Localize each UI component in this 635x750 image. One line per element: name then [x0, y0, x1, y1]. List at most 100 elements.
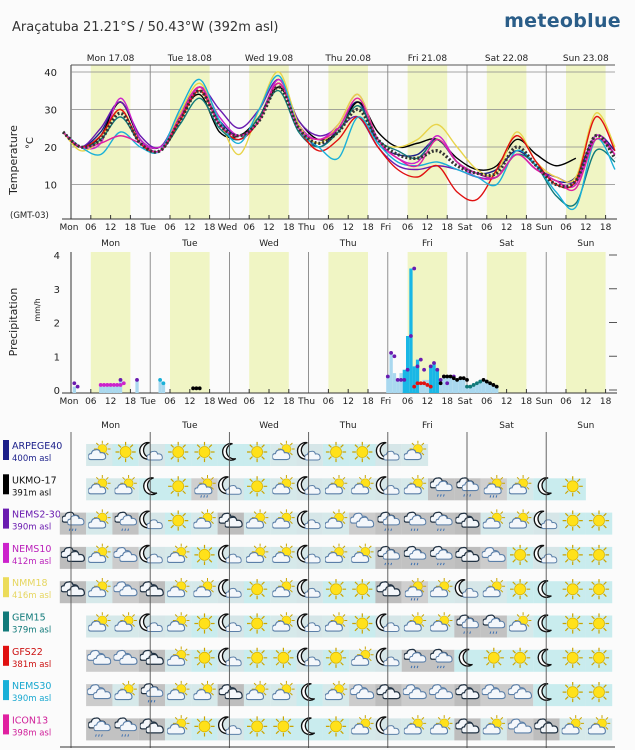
- precip-day-label: Wed: [259, 239, 279, 249]
- precip-dot-gfs22: [425, 383, 430, 387]
- precip-bar: [458, 378, 463, 393]
- precip-bar: [455, 379, 459, 393]
- sun-icon: [167, 475, 189, 497]
- precip-hour-tick: 12: [501, 397, 512, 407]
- temp-hour-tick: 12: [105, 223, 116, 233]
- temp-hour-tick: 06: [323, 223, 335, 233]
- model-color-swatch: [3, 440, 9, 460]
- precip-day-tick: Wed: [218, 397, 238, 407]
- temp-day-label: Tue 18.08: [167, 54, 212, 64]
- meteoblue-logo[interactable]: meteoblue: [504, 10, 621, 32]
- precip-ytick-label: 1: [54, 352, 60, 363]
- precip-dot-gfs22: [428, 384, 433, 389]
- sun-icon: [562, 647, 584, 669]
- model-row-gfs22: GFS22 381m asl: [3, 645, 613, 672]
- precip-hour-tick: 18: [521, 397, 533, 407]
- temp-hour-tick: 06: [164, 223, 176, 233]
- precip-bar: [102, 386, 106, 393]
- precip-bar: [475, 383, 479, 393]
- temp-day-label: Sun 23.08: [563, 54, 609, 64]
- model-asl: 381m asl: [12, 660, 51, 670]
- precip-day-label: Sun: [577, 239, 594, 249]
- precip-dot-nems10: [105, 383, 110, 387]
- temp-hour-tick: 12: [580, 223, 591, 233]
- precip-bar: [478, 381, 482, 393]
- model-row-nems10: NEMS10 412m asl: [3, 542, 613, 569]
- sun-icon: [193, 441, 216, 463]
- timezone-label: (GMT-03): [10, 211, 49, 221]
- temp-day-label: Fri 21.08: [408, 54, 448, 64]
- precip-hour-tick: 06: [323, 397, 335, 407]
- temp-hour-tick: 18: [125, 223, 137, 233]
- precip-dot-nems2-30: [402, 377, 407, 382]
- precip-bar: [105, 386, 109, 393]
- sun-icon: [509, 647, 531, 669]
- sun-icon: [193, 715, 216, 738]
- precip-hour-tick: 18: [204, 397, 216, 407]
- precip-bar: [422, 379, 426, 393]
- precip-dot-ukmo-17: [458, 376, 463, 381]
- precip-dot-nems2-30: [445, 381, 450, 386]
- precip-daylight-band: [249, 252, 289, 393]
- weather-slot-bg: [296, 684, 323, 707]
- precip-dot-nems2-30: [118, 377, 123, 382]
- model-name: NMM18: [12, 578, 48, 589]
- sun-icon: [325, 715, 347, 738]
- precip-dot-nems10: [112, 383, 116, 387]
- precip-day-label: Sat: [499, 239, 514, 249]
- sun-icon: [562, 578, 584, 600]
- precip-day-label: Tue: [181, 239, 198, 249]
- model-row-icon13: ICON13 398m asl: [3, 714, 613, 741]
- precip-bar: [419, 383, 423, 393]
- temp-ylabel: Temperature: [7, 125, 20, 196]
- precip-bar: [488, 383, 492, 393]
- precip-bar: [406, 336, 410, 393]
- precip-dot-nems2-30: [432, 361, 436, 365]
- precip-hour-tick: 18: [441, 397, 453, 407]
- weather-slot-bg: [454, 649, 481, 672]
- precip-bar: [161, 383, 166, 393]
- precip-dot-gem15: [475, 381, 479, 386]
- model-asl: 398m asl: [12, 728, 51, 738]
- temp-day-tick: Sun: [536, 223, 553, 233]
- precip-bar: [109, 386, 113, 393]
- precip-day-tick: Thu: [297, 397, 315, 407]
- sun-icon: [246, 647, 268, 669]
- precip-dot-nems2-30: [409, 334, 413, 338]
- temp-hour-tick: 12: [184, 223, 195, 233]
- precip-dot-ukmo-17: [461, 376, 466, 381]
- precip-dot-nems2-30: [412, 266, 417, 271]
- precip-bar: [439, 379, 443, 393]
- precip-bar: [389, 352, 393, 393]
- precip-bar: [462, 379, 466, 393]
- temp-hour-tick: 18: [204, 223, 216, 233]
- precip-dot-ukmo-17: [445, 374, 450, 379]
- precip-day-label: Thu: [339, 239, 357, 249]
- precip-hour-tick: 06: [481, 397, 493, 407]
- rows-day-label: Thu: [339, 421, 357, 431]
- precip-bar: [72, 386, 76, 393]
- rows-day-label: Mon: [101, 421, 120, 431]
- precip-dot-ukmo-17: [438, 381, 443, 386]
- temp-hour-tick: 12: [263, 223, 274, 233]
- precip-hour-tick: 06: [164, 397, 176, 407]
- precip-hour-tick: 06: [85, 397, 97, 407]
- precip-hour-tick: 18: [125, 397, 137, 407]
- precip-bar: [442, 376, 446, 393]
- sun-icon: [588, 681, 610, 703]
- temp-hour-tick: 06: [85, 223, 97, 233]
- precip-hour-tick: 06: [560, 397, 572, 407]
- model-name: GEM15: [12, 613, 46, 624]
- precip-dot-gfs22: [415, 381, 420, 386]
- sun-icon: [246, 715, 268, 738]
- precip-dot-nems10: [121, 381, 126, 386]
- precip-dot-gem15: [465, 384, 469, 389]
- temp-hour-tick: 12: [422, 223, 433, 233]
- precip-dot-ukmo-17: [194, 386, 199, 391]
- temp-day-tick: Thu: [297, 223, 315, 233]
- model-asl: 400m asl: [12, 454, 51, 464]
- precip-dot-nems2-30: [75, 384, 80, 389]
- precip-dot-nems2-30: [422, 367, 426, 372]
- precip-bar: [491, 384, 496, 393]
